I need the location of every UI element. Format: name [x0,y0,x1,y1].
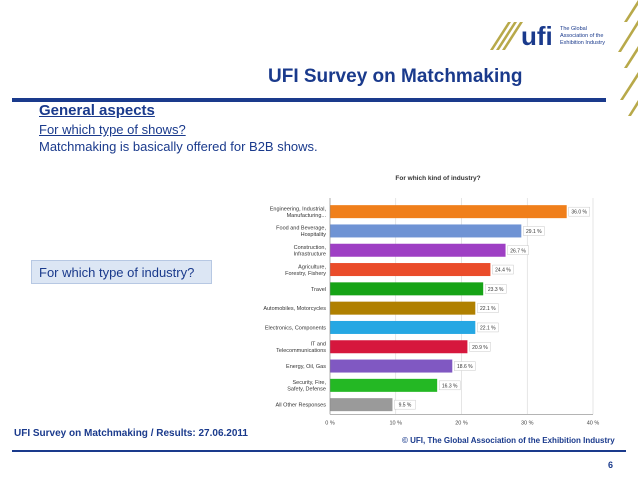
bar [330,263,491,277]
bar [330,320,476,334]
x-tick-label: 30 % [521,420,534,426]
logo-tagline-1: The Global [560,26,587,32]
footer-copyright: © UFI, The Global Association of the Exh… [402,436,615,445]
data-label-box [484,284,507,294]
shows-question: For which type of shows? [39,122,186,137]
footer-rule [12,450,626,452]
category-label: Agriculture, Forestry, Fishery [285,264,326,277]
x-tick-label: 10 % [389,420,402,426]
x-tick-label: 20 % [455,420,468,426]
data-label: 26.7 % [510,248,526,254]
data-label: 36.0 % [571,210,587,216]
category-label: Construction, Infrastructure [294,245,327,258]
category-label: Automobiles, Motorcycles [263,306,326,312]
title-rule [12,98,606,102]
industry-bar-chart: For which kind of industry? 36.0 % 29.1 %… [263,175,600,426]
category-label: Energy, Oil, Gas [286,364,326,370]
data-label-box [469,342,491,352]
bar [330,378,438,392]
logo-stripes [490,22,523,50]
data-label-box [492,264,514,275]
bar [330,243,506,257]
data-label-box [568,206,590,217]
section-heading: General aspects [39,102,155,119]
data-label: 29.1 % [526,229,542,235]
data-label: 18.6 % [457,364,473,370]
industry-question-box: For which type of industry? [31,260,212,284]
logo-tagline-2: Association of the [560,33,603,39]
bar [330,359,453,373]
x-tick-label: 40 % [587,420,600,426]
ufi-logo: ufi The Global Association of the Exhibi… [490,21,605,51]
bar [330,340,468,354]
data-label-box [454,361,476,371]
decorative-ribbon [618,0,638,116]
footer-survey-info: UFI Survey on Matchmaking / Results: 27.… [14,428,248,439]
data-label: 20.9 % [472,345,488,351]
bar [330,301,476,315]
bar [330,224,522,238]
bar [330,398,393,412]
data-label: 9.5 % [399,403,412,409]
data-label: 23.3 % [488,287,504,293]
x-tick-label: 0 % [325,420,335,426]
shows-answer: Matchmaking is basically offered for B2B… [39,139,318,154]
data-label: 16.3 % [442,383,458,389]
data-label: 22.1 % [480,325,496,331]
page-number: 6 [608,460,614,470]
data-label-box [477,322,499,333]
data-label: 24.4 % [495,268,511,274]
category-label: IT and Telecommunications [276,342,326,355]
category-label: Travel [311,287,326,293]
category-label: All Other Responses [276,403,327,409]
bar [330,282,484,296]
category-label: Food and Beverage, Hospitality [276,226,326,239]
bar [330,205,567,219]
data-label-box [477,303,499,313]
logo-tagline-3: Exhibition Industry [560,40,605,46]
data-label-box [394,399,416,410]
category-label: Electronics, Components [265,325,326,331]
data-label-box [438,380,461,391]
data-label-box [507,245,529,255]
chart-title: For which kind of industry? [395,175,480,182]
category-label: Security, Fire, Safety, Defense [287,380,326,393]
data-label: 22.1 % [480,306,496,312]
logo-wordmark: ufi [521,21,553,51]
slide-title: UFI Survey on Matchmaking [268,66,523,87]
category-label: Engineering, Industrial, Manufacturing... [270,206,327,219]
data-label-box [523,226,545,236]
